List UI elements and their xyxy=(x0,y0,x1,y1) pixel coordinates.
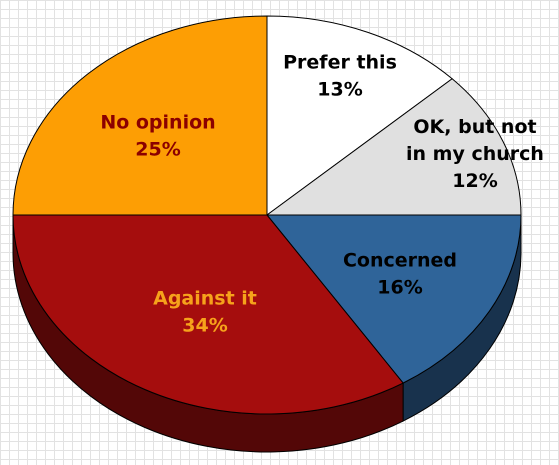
slice-label-ok-but-not-in-my-church: OK, but not in my church 12% xyxy=(406,116,544,192)
pie-slice-against-it xyxy=(12,214,404,415)
slice-name-label: Against it xyxy=(153,288,257,310)
slice-name-label: Concerned xyxy=(343,250,457,272)
pie-slice-no-opinion xyxy=(12,15,268,216)
slice-label-against-it: Against it 34% xyxy=(153,288,257,337)
pie-slice-ok-but-not-in-my-church xyxy=(266,78,522,216)
pie-slice-concerned xyxy=(266,214,522,384)
pie-labels: Prefer this 13% OK, but not in my church 12%… xyxy=(100,52,544,337)
slice-value-label: 25% xyxy=(135,139,180,161)
slice-value-label: 13% xyxy=(317,79,362,101)
pie-slice-prefer-this xyxy=(266,15,453,216)
slice-name-label: No opinion xyxy=(100,112,215,134)
pie-slices xyxy=(12,15,522,415)
slice-label-concerned: Concerned 16% xyxy=(343,250,457,299)
slice-value-label: 16% xyxy=(377,277,422,299)
slice-value-label: 34% xyxy=(182,315,227,337)
slice-label-prefer-this: Prefer this 13% xyxy=(283,52,397,101)
slice-name-label: in my church xyxy=(406,143,544,165)
slice-value-label: 12% xyxy=(452,170,497,192)
slice-label-no-opinion: No opinion 25% xyxy=(100,112,215,161)
slice-name-label: Prefer this xyxy=(283,52,397,74)
slice-name-label: OK, but not xyxy=(413,116,536,138)
